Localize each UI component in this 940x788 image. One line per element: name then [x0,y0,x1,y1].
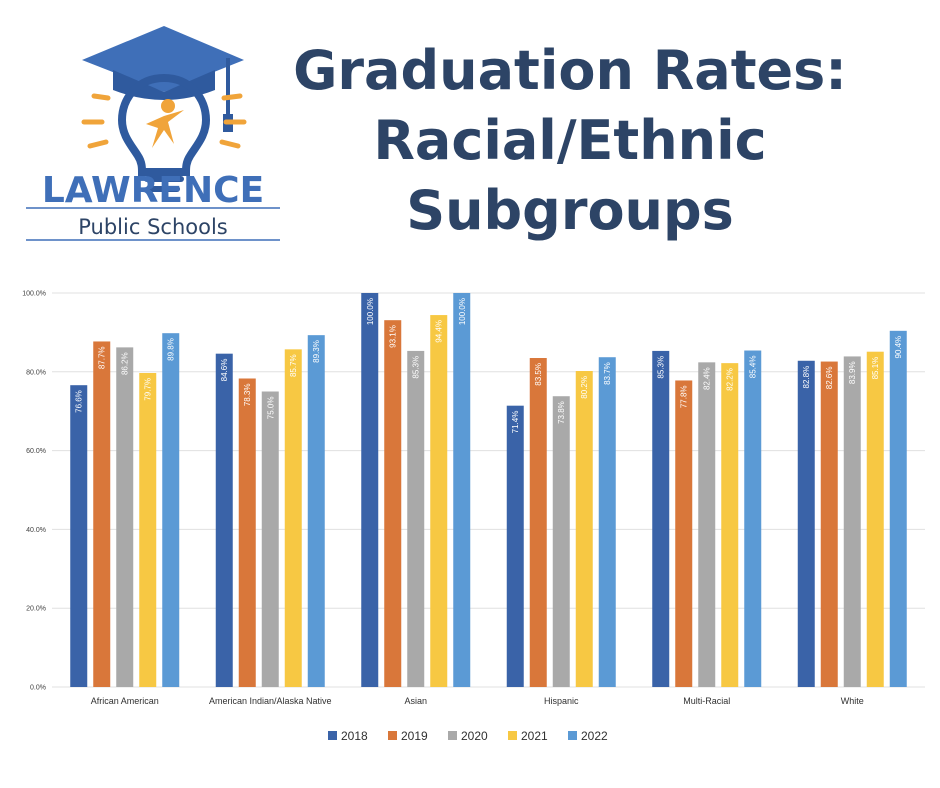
y-tick-label: 40.0% [26,527,46,534]
bar [529,358,547,687]
bar [238,378,256,687]
bar [552,396,570,687]
y-tick-label: 100.0% [22,291,46,298]
chart-bars: 76.6% 87.7% 86.2% 79.7% 89.8% 84.6% 78.3% 75.0%… [70,293,907,687]
legend-label: 2022 [581,729,608,743]
legend-label: 2021 [521,729,548,743]
bar [889,330,907,687]
bar [506,405,524,687]
data-label: 83.9% [848,361,857,384]
data-label: 100.0% [366,298,375,325]
logo-name: LAWRENCE [42,170,264,211]
x-category-label: Asian [404,696,427,706]
data-label: 85.4% [749,356,758,379]
data-label: 82.6% [825,367,834,390]
bar [721,363,739,687]
bar [698,362,716,687]
y-tick-label: 60.0% [26,448,46,455]
bar [261,391,279,687]
x-category-label: American Indian/Alaska Native [209,696,332,706]
bar [307,335,325,687]
bar [843,356,861,687]
data-label: 77.8% [680,385,689,408]
lawrence-logo: LAWRENCE Public Schools [26,26,280,241]
data-label: 89.8% [167,338,176,361]
data-label: 75.0% [266,397,275,420]
data-label: 76.6% [75,390,84,413]
bar [162,333,180,687]
bar [453,293,471,687]
page-title-line-1: Graduation Rates: [293,39,847,102]
data-label: 83.7% [603,362,612,385]
legend-label: 2019 [401,729,428,743]
bar [139,372,157,687]
bar [598,357,616,687]
bar [116,347,134,687]
data-label: 90.4% [894,336,903,359]
bar [407,350,425,687]
data-label: 79.7% [144,378,153,401]
x-axis: African American American Indian/Alaska N… [91,696,864,706]
data-label: 94.4% [435,320,444,343]
bar [284,349,302,687]
graduation-rate-chart: 0.0% 20.0% 40.0% 60.0% 80.0% 100.0% 76.6% 87.7… [22,291,925,743]
legend-label: 2018 [341,729,368,743]
legend-swatch [448,731,457,740]
bar [675,380,693,687]
legend-swatch [508,731,517,740]
graduation-cap-icon [82,26,244,92]
bar [575,371,593,687]
logo-subtitle: Public Schools [78,215,227,239]
bar [93,341,111,687]
bar [820,361,838,687]
data-label: 89.3% [312,340,321,363]
y-tick-label: 0.0% [30,685,46,692]
data-label: 80.2% [580,376,589,399]
bar [215,353,233,687]
data-label: 82.4% [703,367,712,390]
data-label: 84.6% [220,359,229,382]
data-label: 85.3% [412,356,421,379]
x-category-label: Multi-Racial [683,696,730,706]
data-label: 73.8% [557,401,566,424]
page-title-line-2: Racial/Ethnic [373,109,767,172]
data-label: 93.1% [389,325,398,348]
legend-swatch [388,731,397,740]
y-axis: 0.0% 20.0% 40.0% 60.0% 80.0% 100.0% [22,291,46,692]
bar [361,293,379,687]
bar [384,320,402,687]
data-label: 85.3% [657,356,666,379]
x-category-label: Hispanic [544,696,579,706]
legend-swatch [328,731,337,740]
data-label: 87.7% [98,346,107,369]
lightbulb-icon [117,73,211,192]
bar [430,315,448,687]
data-label: 83.5% [534,363,543,386]
x-category-label: African American [91,696,159,706]
legend-label: 2020 [461,729,488,743]
data-label: 85.7% [289,354,298,377]
bar [866,351,884,687]
data-label: 78.3% [243,383,252,406]
data-label: 85.1% [871,357,880,380]
bar [797,360,815,687]
chart-gridlines [52,292,925,688]
data-label: 71.4% [511,411,520,434]
page-title-line-3: Subgroups [406,179,734,242]
bar [70,385,88,687]
y-tick-label: 80.0% [26,369,46,376]
bar [744,350,762,687]
legend-swatch [568,731,577,740]
data-label: 100.0% [458,298,467,325]
data-label: 82.8% [802,366,811,389]
data-label: 86.2% [121,352,130,375]
y-tick-label: 20.0% [26,606,46,613]
data-label: 82.2% [726,368,735,391]
x-category-label: White [841,696,864,706]
bar [652,350,670,687]
chart-legend: 2018 2019 2020 2021 2022 [328,729,608,743]
